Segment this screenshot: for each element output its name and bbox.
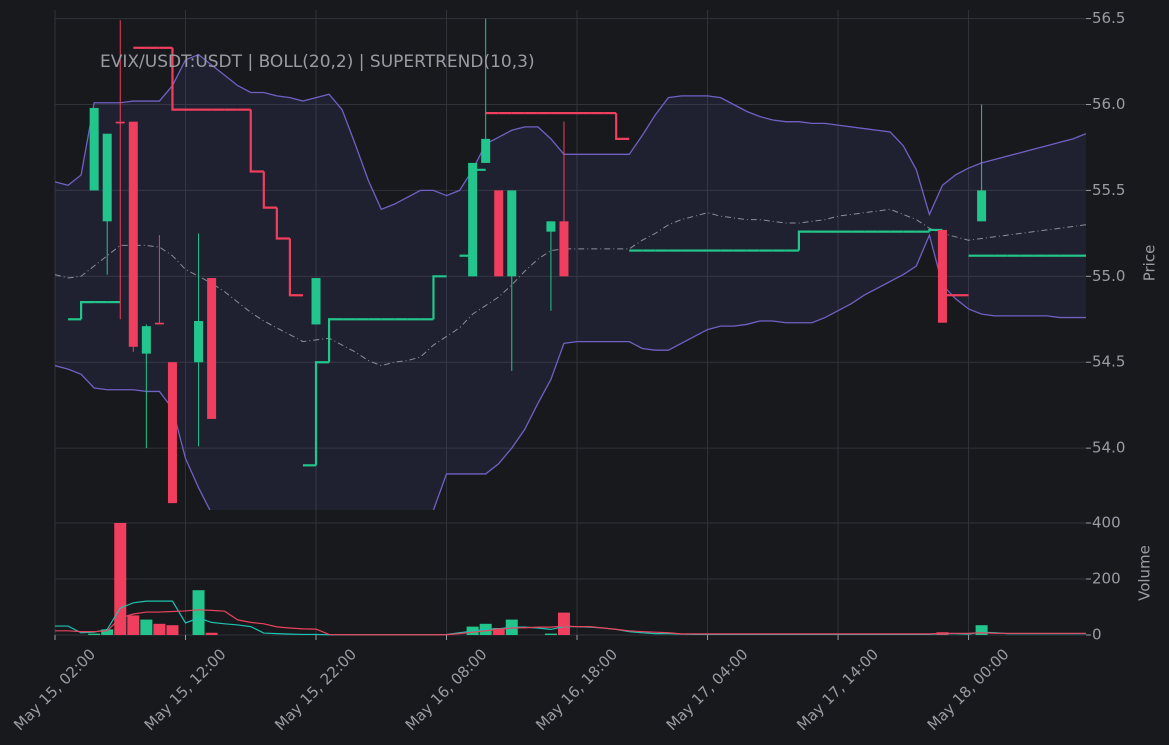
volume-pane bbox=[55, 523, 1086, 636]
y-axis-label: Price bbox=[1141, 245, 1159, 282]
candle-body bbox=[468, 162, 478, 277]
supertrend-up bbox=[928, 228, 943, 232]
volume-bar bbox=[205, 632, 218, 635]
candle-body bbox=[102, 133, 112, 222]
volume-y-tick-label: 0 bbox=[1092, 626, 1102, 644]
candle-body bbox=[89, 107, 99, 191]
volume-bar bbox=[557, 612, 570, 635]
bollinger-lower bbox=[55, 233, 1086, 510]
supertrend-up bbox=[314, 361, 330, 466]
volume-bar bbox=[492, 628, 505, 635]
volume-bar bbox=[101, 629, 114, 635]
volume-y-tick-label: 400 bbox=[1092, 514, 1121, 532]
candle-body bbox=[481, 138, 491, 163]
volume-axis-label: Volume bbox=[1136, 545, 1154, 601]
grid bbox=[54, 10, 1086, 636]
y-tick-label: 54.5 bbox=[1092, 353, 1125, 371]
volume-bar bbox=[153, 623, 166, 635]
candle-body bbox=[311, 278, 321, 325]
bollinger-middle bbox=[55, 208, 1086, 367]
supertrend-down bbox=[615, 113, 630, 140]
volume-bar bbox=[88, 633, 101, 635]
volume-bar bbox=[127, 615, 140, 635]
volume-y-tick-label: 200 bbox=[1092, 570, 1121, 588]
volume-average bbox=[55, 609, 1086, 636]
bollinger-band bbox=[55, 54, 1086, 510]
candle-body bbox=[507, 190, 517, 277]
price-pane bbox=[55, 18, 1086, 510]
supertrend-down bbox=[262, 171, 277, 209]
candle-body bbox=[128, 121, 138, 347]
bollinger-upper bbox=[55, 53, 1086, 217]
candle-body bbox=[154, 322, 164, 325]
candle-body bbox=[977, 190, 987, 222]
supertrend-up bbox=[797, 230, 812, 251]
y-tick-label: 55.0 bbox=[1092, 267, 1125, 285]
volume-bar bbox=[140, 619, 153, 635]
y-tick-label: 55.5 bbox=[1092, 181, 1125, 199]
candle-body bbox=[207, 278, 217, 419]
supertrend-up bbox=[80, 300, 95, 320]
volume-bar bbox=[544, 633, 557, 635]
candle-body bbox=[937, 229, 947, 323]
candle-body bbox=[141, 326, 151, 354]
supertrend-up bbox=[327, 318, 343, 363]
candle-body bbox=[494, 190, 504, 277]
y-tick-label: 56.0 bbox=[1092, 95, 1125, 113]
y-tick-label: 54.0 bbox=[1092, 439, 1125, 457]
candle-body bbox=[194, 320, 204, 363]
candle-body bbox=[559, 221, 569, 277]
supertrend-down bbox=[275, 207, 290, 240]
volume-bar bbox=[975, 625, 988, 635]
volume-bar bbox=[192, 590, 205, 635]
supertrend-up bbox=[432, 275, 447, 320]
supertrend-down bbox=[249, 109, 264, 173]
supertrend-down bbox=[288, 238, 303, 297]
y-tick-label: 56.5 bbox=[1092, 9, 1125, 27]
chart-title: EVIX/USDT:USDT | BOLL(20,2) | SUPERTREND… bbox=[100, 52, 535, 72]
candle-body bbox=[546, 221, 556, 232]
volume-bar bbox=[166, 625, 179, 635]
supertrend-down bbox=[171, 47, 186, 111]
candle-body bbox=[115, 121, 125, 124]
candle-body bbox=[167, 362, 177, 504]
